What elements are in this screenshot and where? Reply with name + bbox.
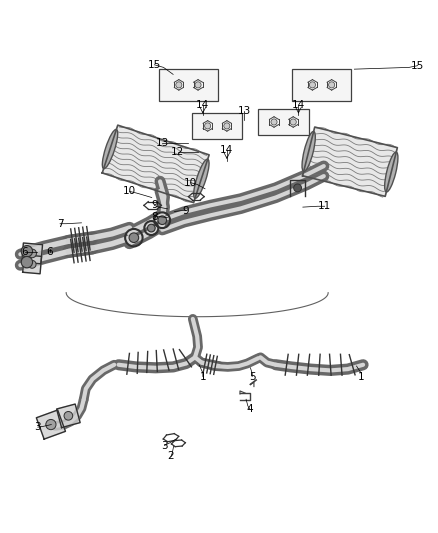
Circle shape [176, 82, 182, 88]
Polygon shape [303, 127, 397, 196]
Circle shape [21, 246, 32, 257]
Bar [292, 69, 351, 101]
Text: 4: 4 [246, 404, 253, 414]
Circle shape [271, 119, 277, 125]
Bar [159, 69, 218, 101]
Text: 15: 15 [411, 61, 424, 71]
Text: 13: 13 [155, 138, 169, 148]
Bar [258, 109, 308, 135]
Text: 12: 12 [171, 147, 184, 157]
Text: 5: 5 [249, 372, 255, 382]
Circle shape [129, 233, 139, 243]
Text: 6: 6 [21, 247, 28, 257]
Polygon shape [57, 404, 80, 427]
Circle shape [293, 184, 301, 192]
Ellipse shape [194, 159, 209, 198]
Text: 1: 1 [200, 372, 206, 382]
Text: 3: 3 [161, 440, 168, 450]
Text: 13: 13 [238, 106, 251, 116]
Polygon shape [36, 410, 65, 439]
Circle shape [224, 123, 230, 129]
Circle shape [290, 119, 296, 125]
Ellipse shape [102, 130, 118, 168]
Text: 9: 9 [151, 200, 158, 211]
Text: 8: 8 [151, 212, 158, 222]
Text: 14: 14 [220, 146, 233, 155]
Circle shape [205, 123, 211, 129]
Text: 11: 11 [318, 201, 331, 211]
Bar [192, 113, 242, 139]
Circle shape [64, 411, 73, 420]
Circle shape [195, 82, 201, 88]
Text: 6: 6 [46, 247, 53, 257]
Text: 10: 10 [123, 187, 136, 196]
Polygon shape [22, 243, 42, 264]
Text: 2: 2 [168, 451, 174, 462]
Text: 9: 9 [183, 206, 189, 216]
Circle shape [28, 261, 36, 268]
Text: 15: 15 [148, 60, 161, 70]
Circle shape [328, 82, 335, 88]
Text: 7: 7 [57, 219, 64, 229]
Polygon shape [23, 255, 42, 274]
Circle shape [148, 224, 155, 232]
Circle shape [158, 216, 166, 224]
Circle shape [46, 419, 56, 430]
Ellipse shape [302, 132, 315, 172]
Circle shape [21, 256, 32, 268]
Text: 10: 10 [184, 177, 197, 188]
Circle shape [28, 249, 36, 258]
Text: 3: 3 [35, 422, 41, 432]
Ellipse shape [385, 152, 398, 192]
Text: 14: 14 [196, 100, 209, 110]
Text: 1: 1 [358, 372, 365, 382]
Text: 14: 14 [292, 100, 305, 110]
Polygon shape [102, 125, 209, 203]
Circle shape [309, 82, 315, 88]
